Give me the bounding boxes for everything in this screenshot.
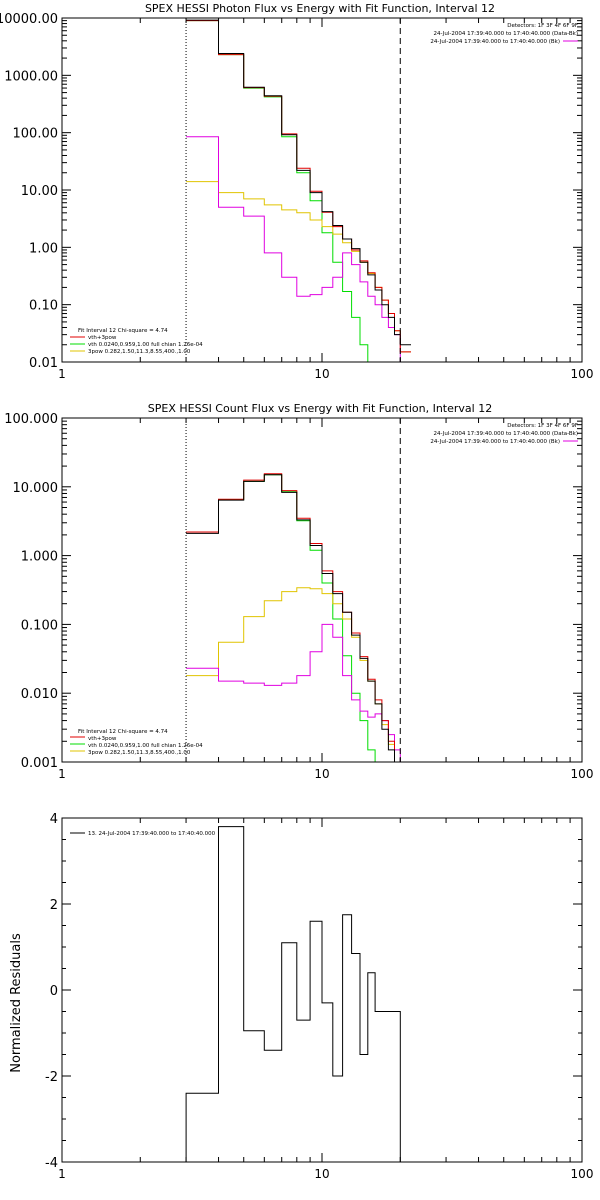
y-tick-label: -2 [45,1070,58,1085]
count-flux-panel: SPEX HESSI Count Flux vs Energy with Fit… [4,402,593,781]
photon-legend-bk: 24-Jul-2004 17:39:40.000 to 17:40:40.000… [430,39,560,45]
photon-legend-sum: vth+3pow [88,335,117,341]
x-tick-label: 1 [58,1167,66,1181]
x-tick-label: 100 [571,767,594,781]
x-tick-label: 100 [571,367,594,381]
count-legend-databk: 24-Jul-2004 17:39:40.000 to 17:40:40.000… [434,431,579,437]
photon-flux-panel: SPEX HESSI Photon Flux vs Energy with Fi… [0,2,593,381]
y-tick-label: 0.001 [21,756,58,771]
residuals-ylabel: Normalized Residuals [9,933,24,1073]
y-tick-label: -4 [45,1156,58,1171]
y-tick-label: 0 [50,984,58,999]
series-3pow-line [186,587,411,762]
count-legend-bk: 24-Jul-2004 17:39:40.000 to 17:40:40.000… [430,439,560,445]
y-tick-label: 0.01 [29,356,58,371]
plot-frame [61,17,583,363]
plot-area [185,826,401,1162]
photon-legend-detectors: Detectors: 1F 3F 4F 6F 9F [507,23,578,29]
residuals-legend: 13. 24-Jul-2004 17:39:40.000 to 17:40:40… [88,831,216,837]
series-sum-line [186,20,411,353]
x-tick-label: 10 [314,767,329,781]
photon-legend-databk: 24-Jul-2004 17:39:40.000 to 17:40:40.000… [434,31,579,37]
series-vth-line [186,20,411,362]
residuals-line [185,826,401,1162]
photon-legend-vth: vth 0.0240,0.959,1.00 full chian 1.26e-0… [88,342,203,348]
photon-flux-title: SPEX HESSI Photon Flux vs Energy with Fi… [145,2,495,15]
count-legend-3pow: 3pow 0.282,1.50,11.3,8.55,400.,1.00 [88,750,191,756]
series-bk-line [186,623,411,762]
series-total-line [186,19,411,346]
series-bk-line [186,136,411,362]
y-tick-label: 10.00 [21,184,58,199]
x-tick-label: 1 [58,367,66,381]
x-tick-label: 100 [571,1167,594,1181]
y-tick-label: 1.000 [21,550,58,565]
plot-area [186,19,411,362]
y-tick-label: 100.00 [13,127,59,142]
y-tick-label: 0.10 [29,299,58,314]
series-total-line [186,474,411,762]
y-tick-label: 100.000 [4,412,58,427]
count-legend-vth: vth 0.0240,0.959,1.00 full chian 1.26e-0… [88,743,203,749]
y-tick-label: 10000.00 [0,12,58,27]
photon-legend-3pow: 3pow 0.282,1.50,11.3,8.55,400.,1.00 [88,349,191,355]
count-legend-detectors: Detectors: 1F 3F 4F 6F 9F [507,423,578,429]
y-tick-label: 2 [50,898,58,913]
x-tick-label: 10 [314,367,329,381]
x-tick-label: 10 [314,1167,329,1181]
count-legend-fit: Fit Interval 12 Chi-square = 4.74 [78,729,168,735]
y-tick-label: 0.100 [21,618,58,633]
count-legend-sum: vth+3pow [88,736,117,742]
y-tick-label: 4 [50,812,58,827]
x-tick-label: 1 [58,767,66,781]
y-tick-label: 0.010 [21,687,58,702]
y-tick-label: 10.000 [13,481,59,496]
plot-area [186,473,411,762]
y-tick-label: 1000.00 [4,69,58,84]
y-tick-label: 1.00 [29,241,58,256]
photon-legend-fit: Fit Interval 12 Chi-square = 4.74 [78,328,168,334]
series-sum-line [186,473,411,762]
residuals-panel: Normalized Residuals 13. 24-Jul-2004 17:… [9,812,593,1181]
count-flux-title: SPEX HESSI Count Flux vs Energy with Fit… [148,402,492,415]
